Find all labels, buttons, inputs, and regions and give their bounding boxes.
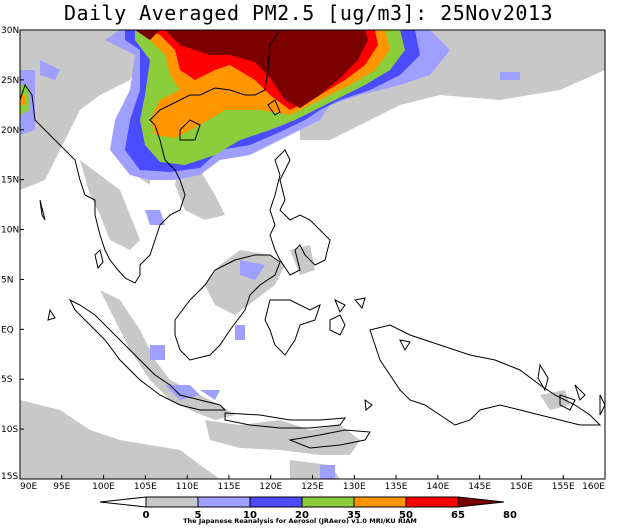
lat-tick-label: 5S	[1, 375, 13, 385]
lon-tick-label: 90E	[20, 482, 37, 492]
lon-tick-label: 100E	[92, 482, 115, 492]
pm25-band-dark-red	[135, 30, 368, 108]
lat-tick-label: 25N	[1, 76, 19, 86]
lon-tick-label: 120E	[259, 482, 282, 492]
latitude-ticks: 30N 25N 20N 15N 10N 5N EQ 5S 10S 15S	[1, 26, 24, 482]
lat-tick-label: 15N	[1, 176, 19, 186]
lon-tick-label: 115E	[217, 482, 240, 492]
lon-tick-label: 145E	[468, 482, 491, 492]
lat-tick-label: 5N	[1, 275, 13, 285]
lon-tick-label: 105E	[134, 482, 157, 492]
lat-tick-label: 20N	[1, 126, 19, 136]
lon-tick-label: 125E	[301, 482, 324, 492]
lon-tick-label: 135E	[385, 482, 408, 492]
lon-tick-label: 130E	[343, 482, 366, 492]
lon-tick-label: 110E	[176, 482, 199, 492]
lat-tick-label: 30N	[1, 26, 19, 36]
lat-tick-label: EQ	[1, 325, 14, 335]
lon-tick-label: 155E	[552, 482, 575, 492]
map-title: Daily Averaged PM2.5 [ug/m3]: 25Nov2013	[63, 1, 554, 25]
lon-tick-label: 95E	[53, 482, 70, 492]
coastlines	[19, 29, 606, 449]
longitude-ticks: 90E 95E 100E 105E 110E 115E 120E 125E 130E 135E 14…	[19, 475, 606, 492]
lon-tick-label: 150E	[510, 482, 533, 492]
lat-tick-label: 10N	[1, 226, 19, 236]
lon-tick-label: 160E	[582, 482, 605, 492]
lat-tick-label: 15S	[1, 472, 18, 482]
lat-tick-label: 10S	[1, 425, 18, 435]
lon-tick-label: 140E	[426, 482, 449, 492]
